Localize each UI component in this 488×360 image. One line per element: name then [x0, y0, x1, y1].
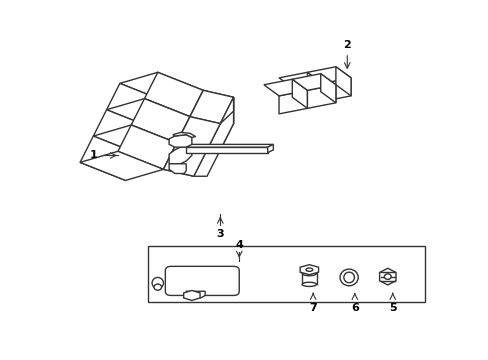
Polygon shape — [220, 97, 233, 150]
Ellipse shape — [152, 278, 163, 288]
Polygon shape — [189, 97, 233, 123]
Text: 1: 1 — [89, 150, 97, 161]
Polygon shape — [186, 147, 267, 153]
Polygon shape — [307, 67, 350, 84]
Polygon shape — [169, 135, 191, 147]
Polygon shape — [106, 99, 189, 128]
Polygon shape — [189, 90, 233, 123]
Polygon shape — [169, 164, 186, 174]
Text: 4: 4 — [235, 240, 243, 250]
Polygon shape — [189, 90, 233, 123]
Polygon shape — [176, 117, 220, 150]
Polygon shape — [279, 72, 322, 89]
Polygon shape — [80, 151, 163, 180]
Polygon shape — [292, 74, 335, 90]
Polygon shape — [176, 117, 220, 150]
Polygon shape — [163, 143, 206, 176]
Ellipse shape — [302, 271, 316, 276]
Polygon shape — [322, 78, 350, 102]
Ellipse shape — [339, 269, 358, 286]
Polygon shape — [279, 90, 307, 114]
Polygon shape — [292, 79, 307, 108]
Polygon shape — [144, 72, 203, 117]
Polygon shape — [267, 144, 273, 153]
Polygon shape — [178, 143, 195, 150]
Polygon shape — [93, 125, 176, 154]
Polygon shape — [186, 144, 273, 147]
Polygon shape — [307, 85, 335, 108]
Polygon shape — [120, 72, 203, 102]
Polygon shape — [183, 291, 200, 301]
Text: 5: 5 — [388, 303, 396, 313]
Text: 7: 7 — [308, 303, 316, 313]
Polygon shape — [193, 97, 233, 176]
Polygon shape — [169, 147, 191, 164]
Polygon shape — [131, 99, 189, 143]
Polygon shape — [93, 110, 152, 154]
Polygon shape — [220, 97, 233, 123]
Polygon shape — [300, 265, 318, 275]
Polygon shape — [320, 74, 335, 103]
Polygon shape — [80, 136, 139, 180]
Polygon shape — [163, 143, 206, 176]
Polygon shape — [186, 291, 205, 298]
Polygon shape — [307, 72, 322, 102]
Ellipse shape — [154, 284, 161, 290]
Text: 2: 2 — [343, 40, 350, 50]
Ellipse shape — [305, 268, 312, 271]
Bar — [148, 246, 424, 302]
Polygon shape — [264, 79, 307, 96]
Ellipse shape — [343, 272, 354, 283]
Text: 6: 6 — [350, 303, 358, 313]
Polygon shape — [118, 125, 176, 169]
Ellipse shape — [302, 282, 316, 287]
FancyBboxPatch shape — [165, 266, 239, 296]
Ellipse shape — [384, 274, 390, 279]
Polygon shape — [335, 67, 350, 96]
Polygon shape — [379, 268, 395, 285]
Polygon shape — [173, 132, 195, 138]
Text: 3: 3 — [216, 229, 224, 239]
Polygon shape — [106, 84, 165, 128]
Polygon shape — [294, 84, 322, 107]
